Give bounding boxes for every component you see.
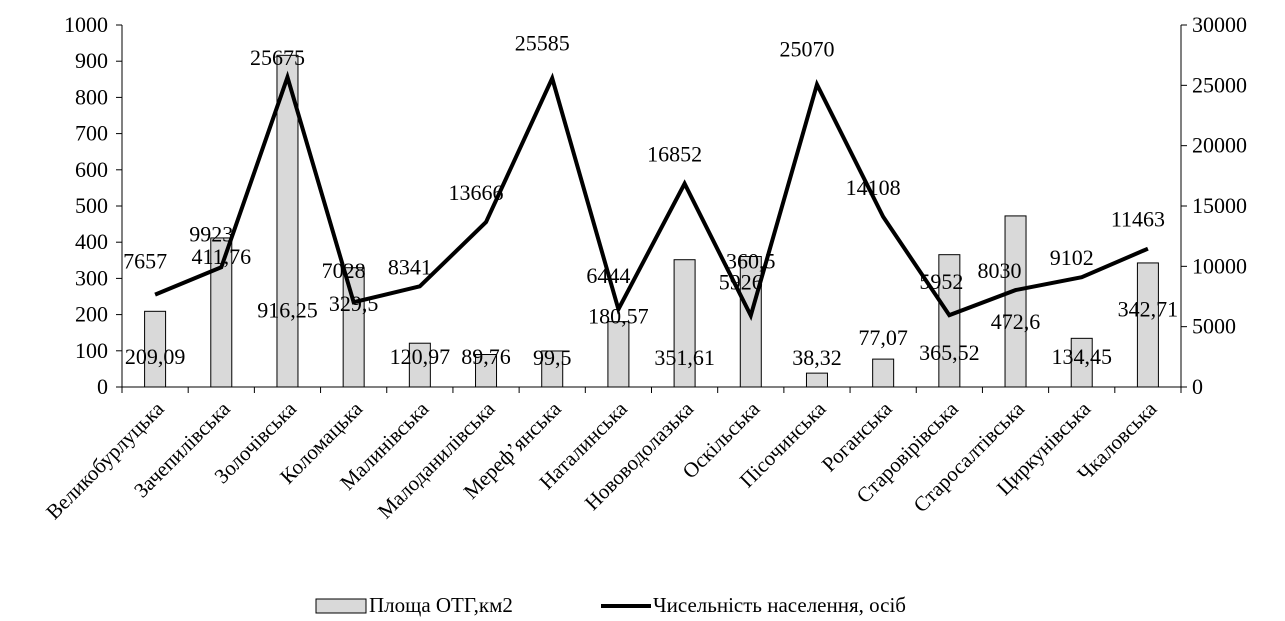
- bar: [805, 372, 828, 388]
- line-data-label: 5926: [719, 269, 763, 294]
- y-left-tick-label: 600: [75, 157, 108, 182]
- line-data-label: 7028: [322, 258, 366, 283]
- bar-data-label: 329,5: [329, 291, 379, 316]
- bar-data-label: 342,71: [1118, 296, 1179, 321]
- bar-data-label: 134,45: [1051, 344, 1112, 369]
- bar-data-label: 916,25: [257, 297, 318, 322]
- bar-data-label: 411,76: [191, 244, 251, 269]
- y-right-tick-label: 15000: [1192, 193, 1247, 218]
- bar-data-label: 472,6: [991, 309, 1041, 334]
- bar: [342, 267, 365, 388]
- legend-bar-swatch: [315, 598, 367, 614]
- line-data-label: 13666: [449, 180, 504, 205]
- line-data-label: 9923: [189, 221, 233, 246]
- legend-bar-label: Площа ОТГ,км2: [369, 593, 513, 617]
- bar-data-label: 89,76: [461, 344, 511, 369]
- line-data-label: 25675: [250, 45, 305, 70]
- line-data-label: 8030: [978, 258, 1022, 283]
- line-data-label: 11463: [1111, 207, 1165, 232]
- bar-data-label: 120,97: [390, 344, 451, 369]
- y-right-tick-label: 10000: [1192, 253, 1247, 278]
- y-right-tick-label: 0: [1192, 374, 1203, 399]
- line-data-label: 25070: [779, 36, 834, 61]
- y-right-tick-label: 25000: [1192, 72, 1247, 97]
- y-left-tick-label: 1000: [64, 12, 108, 37]
- bar: [1004, 215, 1027, 388]
- bar-data-label: 351,61: [654, 345, 715, 370]
- y-left-tick-label: 400: [75, 229, 108, 254]
- y-left-tick-label: 200: [75, 302, 108, 327]
- line-data-label: 14108: [846, 175, 901, 200]
- bar-data-label: 360,5: [726, 248, 776, 273]
- legend-line-label: Чисельність населення, осіб: [653, 593, 906, 617]
- bar-data-label: 365,52: [919, 340, 980, 365]
- y-left-tick-label: 300: [75, 265, 108, 290]
- population-line: [154, 70, 1149, 321]
- line-data-label: 8341: [388, 254, 432, 279]
- x-tick-label: Старосалтівська: [909, 396, 1030, 517]
- y-right-tick-label: 20000: [1192, 133, 1247, 158]
- legend: Площа ОТГ,км2 Чисельність населення, осі…: [315, 593, 906, 617]
- line-data-label: 5952: [919, 269, 963, 294]
- bar-data-label: 38,32: [792, 345, 842, 370]
- bar-data-label: 180,57: [588, 304, 649, 329]
- y-left-tick-label: 800: [75, 84, 108, 109]
- y-left-tick-label: 500: [75, 193, 108, 218]
- line-data-label: 16852: [647, 142, 702, 167]
- line-data-label: 6444: [586, 263, 630, 288]
- bar: [872, 358, 895, 388]
- y-left-tick-label: 700: [75, 121, 108, 146]
- bar-data-label: 209,09: [125, 344, 186, 369]
- bar: [607, 321, 630, 388]
- bar-data-label: 99,5: [533, 345, 572, 370]
- x-tick-label: Малоданилівська: [373, 396, 500, 523]
- bar-data-label: 77,07: [858, 325, 908, 350]
- line-layer: [154, 70, 1149, 321]
- bar: [1136, 262, 1159, 388]
- y-left-tick-label: 900: [75, 48, 108, 73]
- y-right-tick-label: 30000: [1192, 12, 1247, 37]
- y-left-tick-label: 0: [97, 374, 108, 399]
- x-tick-label: Великобурлуцька: [41, 396, 169, 524]
- line-data-label: 25585: [515, 30, 570, 55]
- y-left-tick-label: 100: [75, 338, 108, 363]
- y-right-tick-label: 5000: [1192, 314, 1236, 339]
- labels-layer: 209,09 411,76 916,25 329,5 120,97 89,76 99,5 18…: [123, 30, 1178, 370]
- line-data-label: 7657: [123, 249, 167, 274]
- line-data-label: 9102: [1050, 245, 1094, 270]
